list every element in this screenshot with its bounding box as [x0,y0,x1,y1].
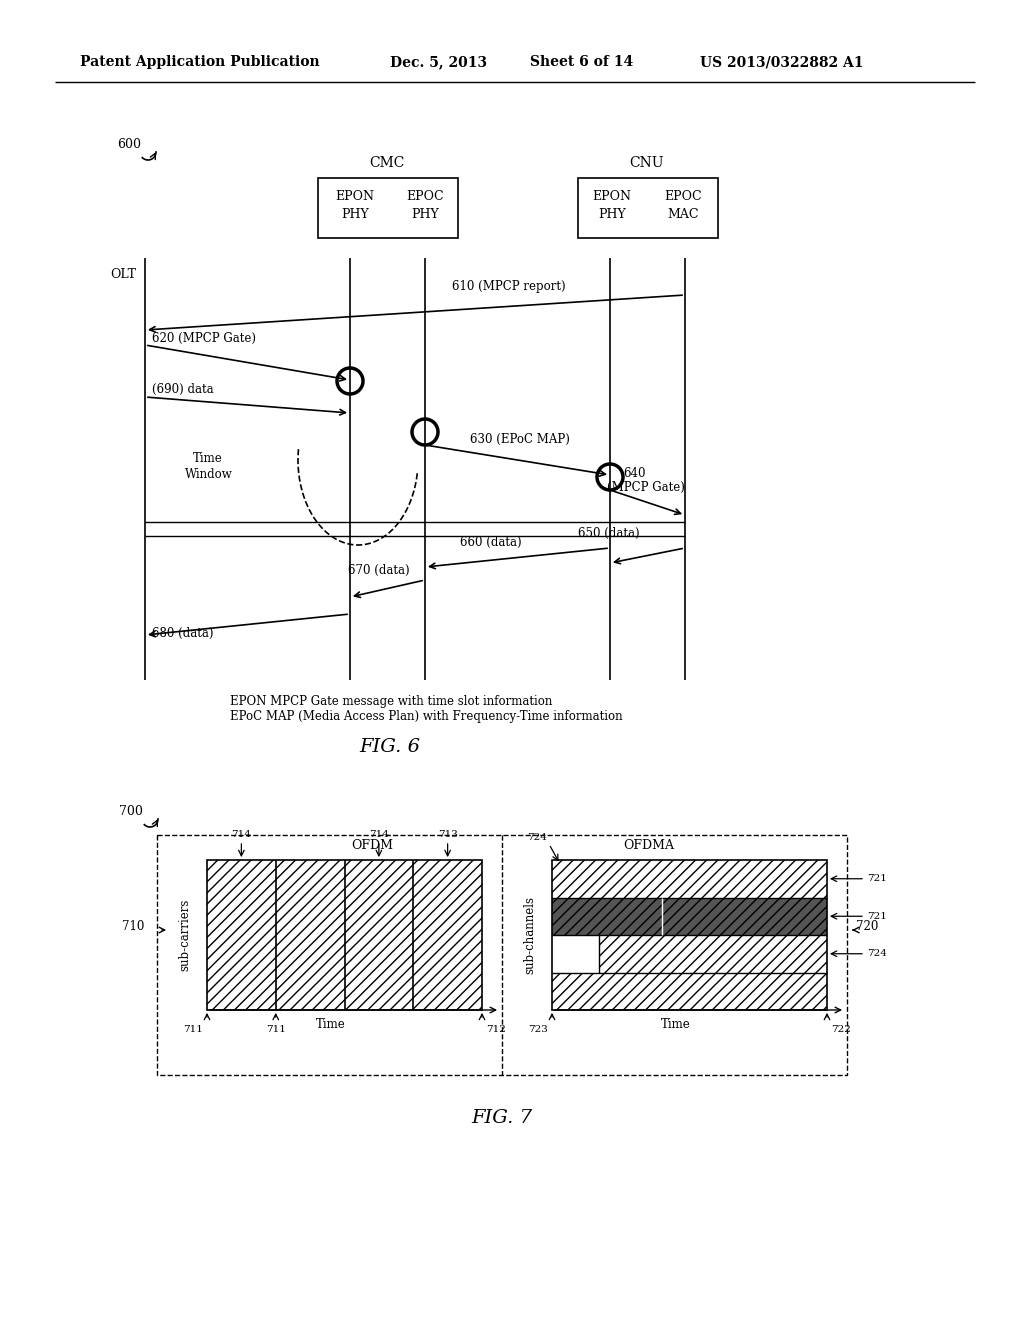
Text: EPoC MAP (Media Access Plan) with Frequency-Time information: EPoC MAP (Media Access Plan) with Freque… [230,710,623,723]
Bar [599,935,827,973]
Text: 711: 711 [266,1026,286,1034]
Text: 714: 714 [231,830,251,840]
Text: 714: 714 [369,830,389,840]
Text: (MPCP Gate): (MPCP Gate) [607,480,685,494]
Text: Window: Window [185,469,232,480]
Bar [552,861,827,898]
Text: 640: 640 [623,467,645,480]
Text: EPON MPCP Gate message with time slot information: EPON MPCP Gate message with time slot in… [230,696,552,708]
Text: 620 (MPCP Gate): 620 (MPCP Gate) [152,333,256,345]
Bar [552,898,827,935]
Text: PHY: PHY [341,209,369,220]
Text: CMC: CMC [370,156,404,170]
Text: 712: 712 [486,1026,506,1034]
Text: OFDM: OFDM [351,840,393,851]
Text: MAC: MAC [668,209,698,220]
Text: Time: Time [660,1018,690,1031]
Text: 670 (data): 670 (data) [348,564,410,577]
Text: (690) data: (690) data [152,383,214,396]
Text: sub-carriers: sub-carriers [178,899,191,972]
Bar [552,973,827,1010]
Text: PHY: PHY [598,209,626,220]
Bar [552,935,599,973]
Text: 721: 721 [867,874,887,883]
Text: EPON: EPON [336,190,375,203]
Text: 660 (data): 660 (data) [460,536,521,549]
Text: US 2013/0322882 A1: US 2013/0322882 A1 [700,55,863,69]
Text: sub-channels: sub-channels [523,896,537,974]
Text: FIG. 6: FIG. 6 [359,738,421,756]
Text: Time: Time [315,1018,346,1031]
Text: OFDMA: OFDMA [623,840,674,851]
Text: 650 (data): 650 (data) [578,527,640,540]
Text: Sheet 6 of 14: Sheet 6 of 14 [530,55,633,69]
Text: 610 (MPCP report): 610 (MPCP report) [452,280,565,293]
Text: 723: 723 [528,1026,548,1034]
Text: EPOC: EPOC [665,190,701,203]
Text: 724: 724 [867,949,887,958]
Text: EPOC: EPOC [407,190,443,203]
Bar [157,836,847,1074]
Text: 680 (data): 680 (data) [152,627,213,640]
Text: 720: 720 [856,920,879,933]
Text: 721: 721 [867,912,887,921]
Text: Dec. 5, 2013: Dec. 5, 2013 [390,55,487,69]
Bar [552,861,827,1010]
Text: 600: 600 [117,139,141,150]
Bar [552,861,827,1010]
Text: Patent Application Publication: Patent Application Publication [80,55,319,69]
Text: Time: Time [193,451,223,465]
Text: PHY: PHY [411,209,439,220]
Bar [578,178,718,238]
Text: OLT: OLT [110,268,136,281]
Text: 700: 700 [119,805,143,818]
Text: 630 (EPoC MAP): 630 (EPoC MAP) [470,433,570,446]
Bar [207,861,482,1010]
Text: CNU: CNU [630,156,665,170]
Bar [318,178,458,238]
Text: FIG. 7: FIG. 7 [471,1109,532,1127]
Text: 710: 710 [122,920,144,933]
Text: EPON: EPON [593,190,632,203]
Text: 711: 711 [183,1026,203,1034]
Text: 722: 722 [831,1026,851,1034]
Text: 724: 724 [527,833,547,842]
Text: 713: 713 [437,830,458,840]
